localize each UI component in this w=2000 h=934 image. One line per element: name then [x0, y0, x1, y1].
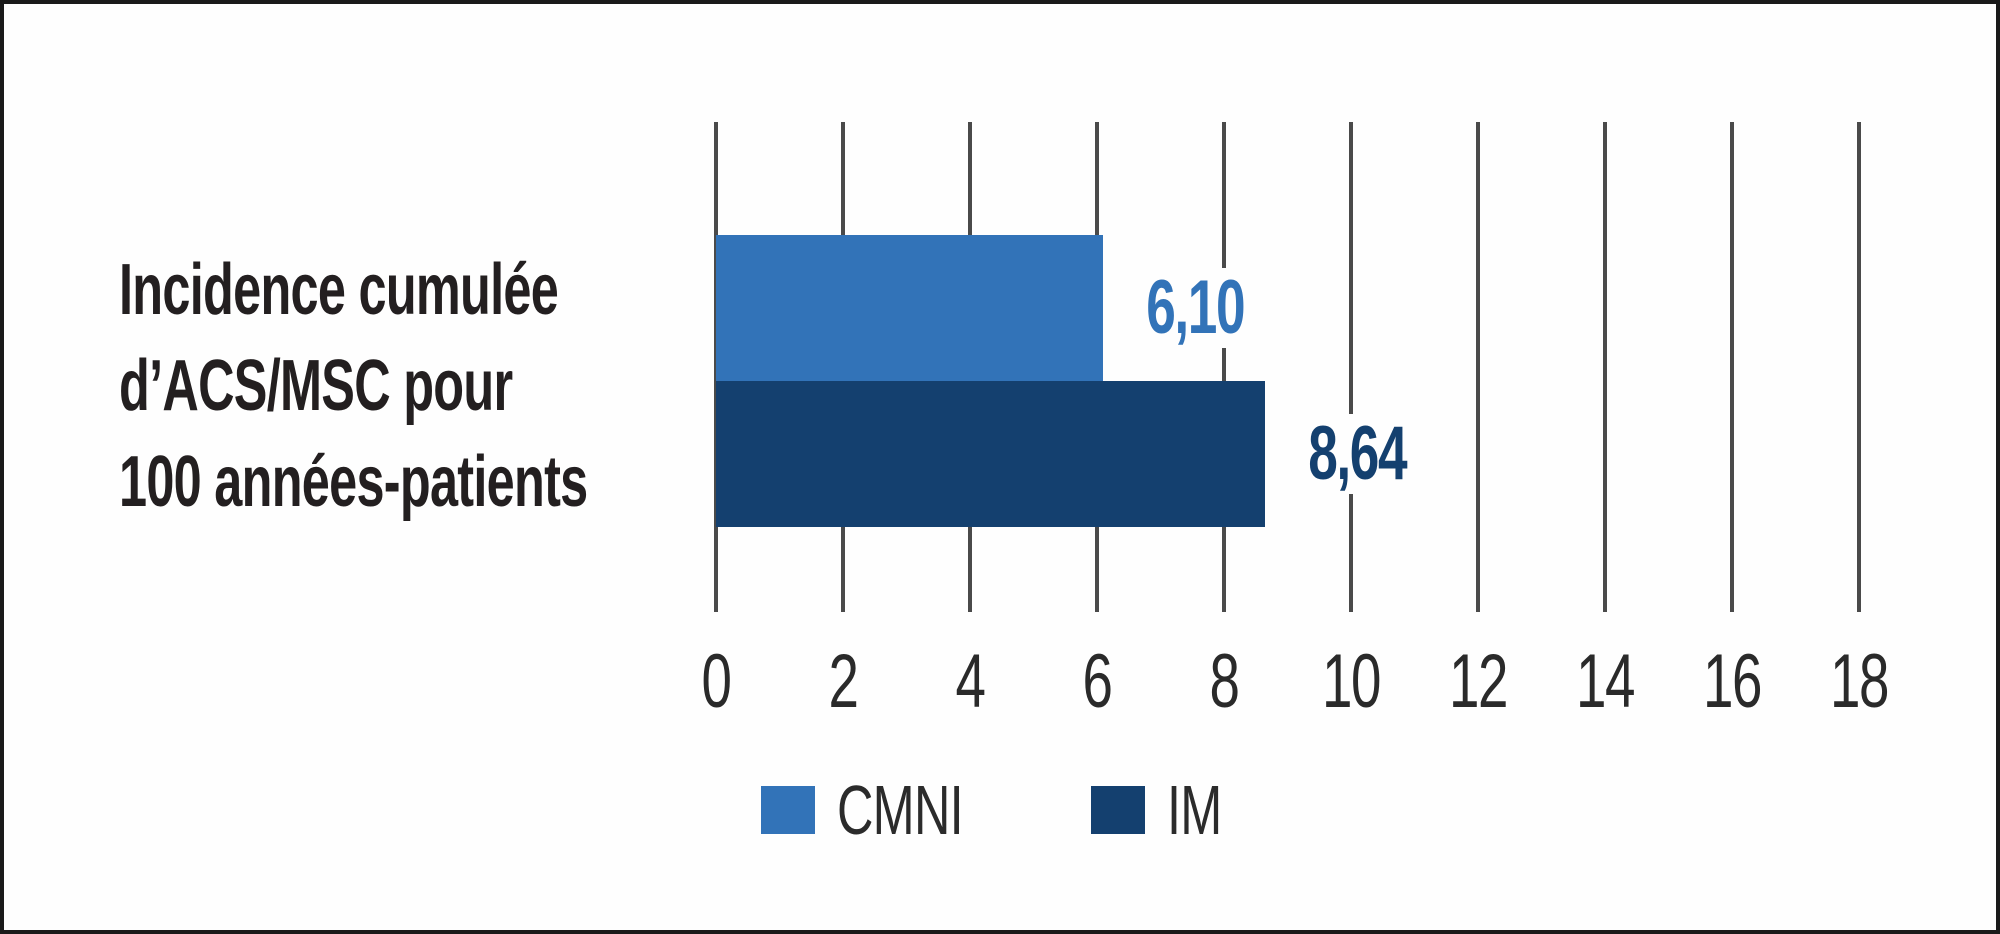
- x-axis-tick-label-14: 14: [1575, 639, 1635, 724]
- bar-cmni: [716, 235, 1104, 381]
- x-axis-tick-label-12: 12: [1448, 639, 1508, 724]
- bar-value-label-im: 8,64: [1296, 414, 1417, 494]
- gridline-x-8: [1222, 122, 1226, 612]
- legend-label-cmni: CMNI: [837, 771, 964, 849]
- category-label: Incidence cumulée d’ACS/MSC pour 100 ann…: [119, 242, 588, 530]
- gridline-x-14: [1603, 122, 1607, 612]
- legend-swatch-im-icon: [1091, 786, 1145, 834]
- category-label-line-3: 100 années-patients: [119, 442, 588, 522]
- gridline-x-18: [1857, 122, 1861, 612]
- gridline-x-10: [1349, 122, 1353, 612]
- x-axis-tick-label-18: 18: [1829, 639, 1889, 724]
- x-axis-tick-label-4: 4: [955, 639, 985, 724]
- x-axis-tick-label-10: 10: [1321, 639, 1381, 724]
- bar-value-label-cmni: 6,10: [1135, 268, 1256, 348]
- x-axis-tick-label-6: 6: [1082, 639, 1112, 724]
- bar-im: [716, 381, 1265, 527]
- x-axis-tick-label-0: 0: [701, 639, 731, 724]
- gridline-x-16: [1730, 122, 1734, 612]
- x-axis-tick-label-8: 8: [1209, 639, 1239, 724]
- category-label-line-2: d’ACS/MSC pour: [119, 346, 513, 426]
- legend-swatch-cmni-icon: [761, 786, 815, 834]
- category-label-line-1: Incidence cumulée: [119, 250, 559, 330]
- legend-label-im: IM: [1167, 771, 1222, 849]
- x-axis-tick-label-16: 16: [1702, 639, 1762, 724]
- x-axis-tick-label-2: 2: [828, 639, 858, 724]
- legend-item-im: IM: [1091, 770, 1243, 850]
- gridline-x-12: [1476, 122, 1480, 612]
- legend-item-cmni: CMNI: [761, 770, 1012, 850]
